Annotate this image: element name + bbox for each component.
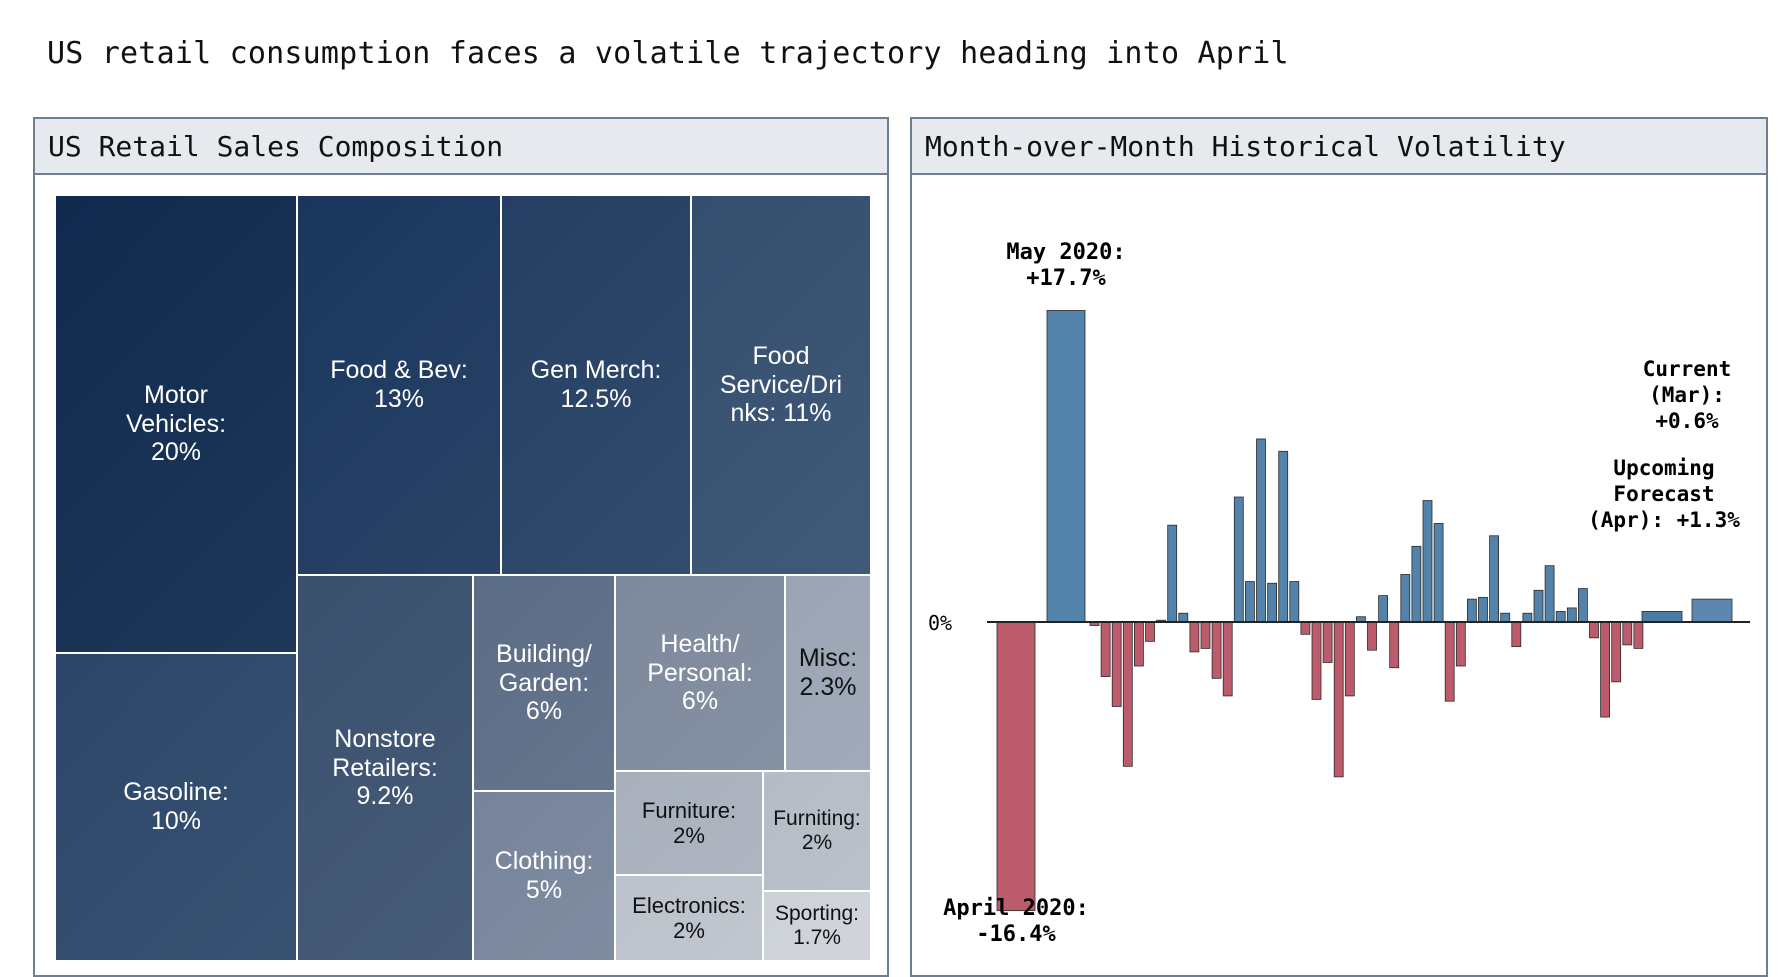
annotation-may-2020: May 2020: +17.7% [1006, 240, 1125, 291]
bar-negative [1333, 621, 1344, 778]
treemap-panel-title: US Retail Sales Composition [35, 119, 887, 175]
treemap-tile-label: Food Service/Dri nks: 11% [719, 341, 843, 428]
treemap-tile-label: Furniting: 2% [773, 806, 861, 854]
bar-positive [1555, 611, 1566, 623]
treemap-tile-label: Furniture: 2% [641, 797, 737, 848]
bar-negative [1100, 621, 1111, 677]
bar-positive [1167, 524, 1178, 623]
bar-positive [1378, 595, 1389, 623]
bar-negative [1455, 621, 1466, 667]
treemap-tile-building-garden: Building/ Garden: 6% [473, 575, 615, 791]
bar-negative [1589, 621, 1599, 639]
treemap-tile-gasoline: Gasoline: 10% [55, 653, 297, 961]
zero-tick-label: 0% [928, 611, 952, 635]
bar-positive [1289, 581, 1300, 623]
treemap-tile-sporting: Sporting: 1.7% [763, 891, 871, 961]
annotation-april-2020: April 2020: -16.4% [943, 896, 1089, 947]
bar-positive [1400, 574, 1411, 623]
bar-positive [1278, 450, 1289, 623]
volatility-panel: Month-over-Month Historical Volatility 0… [910, 117, 1768, 977]
treemap-panel: US Retail Sales Composition Motor Vehicl… [33, 117, 889, 977]
treemap: Motor Vehicles: 20% Gasoline: 10% Food & B… [55, 195, 871, 961]
treemap-tile-label: Building/ Garden: 6% [496, 639, 592, 726]
bar-positive [1467, 598, 1477, 623]
bar-negative [1133, 621, 1144, 667]
bar-current [1641, 611, 1683, 623]
bar-positive [1256, 438, 1266, 623]
bar-positive [1433, 523, 1444, 623]
bar-negative [1611, 621, 1622, 683]
bar-positive [1500, 612, 1511, 623]
treemap-tile-label: Electronics: 2% [632, 892, 746, 943]
bar-negative [1200, 621, 1211, 649]
treemap-tile-nonstore-retailers: Nonstore Retailers: 9.2% [297, 575, 473, 961]
bar-negative [1622, 621, 1633, 646]
bar-negative [1444, 621, 1455, 702]
bar-positive [1544, 565, 1555, 623]
treemap-tile-label: Health/ Personal: 6% [647, 629, 753, 716]
bar-positive [1046, 310, 1086, 623]
bar-negative [996, 621, 1036, 912]
bar-negative [1122, 621, 1133, 767]
bar-negative [1344, 621, 1355, 697]
bar-negative [1145, 621, 1155, 642]
bar-negative [1367, 621, 1377, 651]
treemap-tile-electronics: Electronics: 2% [615, 875, 763, 961]
bar-positive [1411, 545, 1422, 623]
bar-negative [1189, 621, 1200, 653]
treemap-tile-label: Clothing: 5% [494, 847, 594, 904]
bar-positive [1244, 581, 1255, 623]
treemap-tile-label: Motor Vehicles: 20% [125, 380, 227, 467]
treemap-tile-label: Food & Bev: 13% [330, 356, 468, 413]
annotation-forecast: Upcoming Forecast (Apr): +1.3% [1588, 456, 1740, 532]
bar-negative [1300, 621, 1311, 635]
treemap-tile-furniture: Furniture: 2% [615, 771, 763, 875]
treemap-tile-label: Gasoline: 10% [123, 778, 229, 835]
bar-positive [1233, 496, 1244, 623]
bar-positive [1178, 612, 1189, 623]
bar-positive [1533, 589, 1544, 623]
bar-negative [1222, 621, 1233, 697]
treemap-tile-motor-vehicles: Motor Vehicles: 20% [55, 195, 297, 653]
treemap-tile-label: Nonstore Retailers: 9.2% [332, 724, 438, 811]
bar-positive [1522, 612, 1533, 623]
treemap-tile-health-personal: Health/ Personal: 6% [615, 575, 785, 771]
bar-negative [1389, 621, 1400, 669]
treemap-tile-clothing: Clothing: 5% [473, 791, 615, 961]
volatility-bar-chart: 0% May 2020: +17.7% April 2020: -16.4% Curren… [928, 240, 1750, 947]
bar-positive [1566, 607, 1577, 623]
treemap-tile-label: Misc: 2.3% [798, 644, 858, 701]
treemap-tile-misc: Misc: 2.3% [785, 575, 871, 771]
page-headline: US retail consumption faces a volatile t… [47, 36, 1289, 71]
treemap-tile-gen-merch: Gen Merch: 12.5% [501, 195, 691, 575]
bar-forecast [1691, 598, 1733, 623]
treemap-tile-food-bev: Food & Bev: 13% [297, 195, 501, 575]
treemap-tile-furniting: Furniting: 2% [763, 771, 871, 891]
bar-negative [1111, 621, 1122, 707]
bar-negative [1311, 621, 1322, 700]
bar-negative [1511, 621, 1522, 648]
bar-negative [1600, 621, 1610, 718]
bar-positive [1422, 500, 1433, 623]
bar-positive [1578, 588, 1588, 623]
bar-positive [1267, 582, 1278, 623]
treemap-tile-label: Sporting: 1.7% [774, 901, 860, 949]
annotation-current: Current (Mar): +0.6% [1643, 357, 1732, 433]
bar-positive [1489, 535, 1499, 623]
treemap-tile-food-service-drinks: Food Service/Dri nks: 11% [691, 195, 871, 575]
volatility-panel-title: Month-over-Month Historical Volatility [912, 119, 1766, 175]
bar-negative [1322, 621, 1333, 663]
bar-negative [1211, 621, 1222, 679]
bar-negative [1633, 621, 1644, 649]
treemap-tile-label: Gen Merch: 12.5% [530, 356, 662, 413]
bar-positive [1478, 596, 1488, 623]
